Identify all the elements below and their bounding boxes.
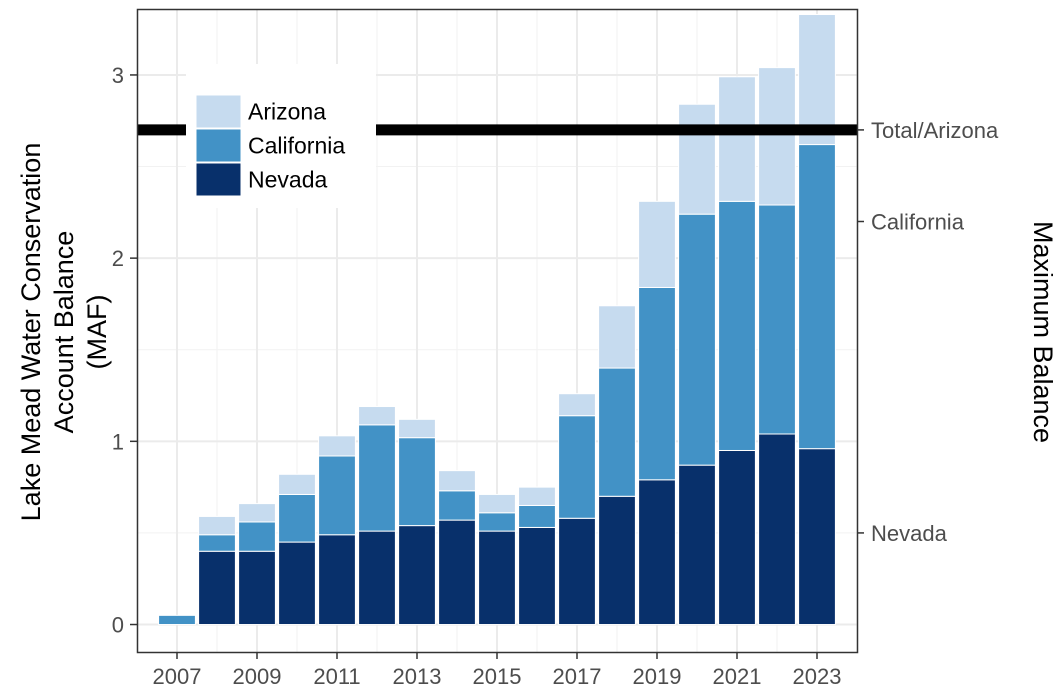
bar-arizona-2021 [718,76,756,202]
bar-california-2009 [238,521,276,552]
x-tick-label: 2009 [233,664,282,689]
bar-nevada-2013 [398,525,436,626]
y-tick-label: 1 [112,429,124,454]
bar-nevada-2012 [358,530,396,626]
bar-arizona-2012 [358,406,396,426]
bar-arizona-2014 [438,470,476,492]
legend-label-california: California [248,133,345,159]
bar-california-2016 [518,504,556,528]
legend-key-arizona [195,94,242,129]
bar-california-2008 [198,534,236,552]
y-axis: 0 1 2 3 [112,63,137,638]
bar-nevada-2018 [598,495,636,626]
bar-arizona-2016 [518,486,556,506]
bar-nevada-2017 [558,517,596,626]
bar-nevada-2011 [318,534,356,626]
x-axis: 2007 2009 2011 2013 2015 2017 2019 2021 2023 [153,652,842,689]
bar-arizona-2023 [798,13,836,146]
bar-nevada-2008 [198,550,236,626]
bar-nevada-2022 [758,433,796,626]
legend-key-california [195,128,242,163]
bar-nevada-2023 [798,448,836,626]
x-tick-label: 2007 [153,664,202,689]
bar-california-2019 [638,286,676,481]
x-tick-label: 2011 [313,664,360,689]
x-tick-label: 2017 [553,664,602,689]
bar-nevada-2020 [678,464,716,626]
bar-california-2007 [158,614,196,626]
bar-california-2021 [718,200,756,451]
bar-california-2023 [798,144,836,450]
legend-key-nevada [195,162,242,197]
y-tick-label: 3 [112,63,124,88]
secondary-y-axis: Total/Arizona California Nevada [857,118,999,546]
bar-california-2010 [278,493,316,543]
secondary-tick-label-california: California [871,210,965,235]
x-tick-label: 2019 [633,664,682,689]
bar-nevada-2014 [438,519,476,626]
bar-nevada-2010 [278,541,316,626]
bar-california-2014 [438,490,476,521]
bar-nevada-2019 [638,479,676,626]
bar-california-2012 [358,424,396,532]
bar-arizona-2022 [758,67,796,206]
y-axis-title-line: (MAF) [82,295,112,370]
bar-california-2022 [758,204,796,435]
bar-arizona-2008 [198,515,236,536]
bar-nevada-2021 [718,449,756,626]
x-tick-label: 2013 [393,664,442,689]
bars-layer [158,13,836,626]
secondary-y-axis-title: Maximum Balance [1028,221,1053,443]
bar-california-2011 [318,455,356,536]
bar-arizona-2011 [318,435,356,457]
bar-nevada-2016 [518,526,556,626]
bar-arizona-2017 [558,393,596,417]
y-axis-title-line: Lake Mead Water Conservation [16,143,46,522]
bar-california-2020 [678,213,716,466]
y-axis-title-line: Account Balance [49,231,79,434]
bar-nevada-2009 [238,550,276,626]
x-tick-label: 2015 [473,664,522,689]
x-tick-label: 2023 [793,664,842,689]
y-axis-title: Lake Mead Water Conservation Account Bala… [16,143,112,522]
bar-arizona-2009 [238,503,276,523]
x-tick-label: 2021 [713,664,762,689]
y-tick-label: 2 [112,246,124,271]
legend-label-nevada: Nevada [248,167,327,193]
bar-california-2013 [398,437,436,527]
bar-arizona-2010 [278,473,316,495]
bar-arizona-2020 [678,103,716,215]
bar-arizona-2015 [478,493,516,514]
bar-nevada-2015 [478,530,516,626]
bar-california-2018 [598,367,636,497]
legend-label-arizona: Arizona [248,99,326,125]
bar-arizona-2013 [398,418,436,439]
bar-california-2017 [558,415,596,519]
secondary-tick-label-nevada: Nevada [871,521,948,546]
bar-arizona-2018 [598,305,636,369]
legend: Arizona California Nevada [186,64,376,208]
secondary-tick-label-total-arizona: Total/Arizona [871,118,999,143]
bar-arizona-2019 [638,200,676,288]
bar-california-2015 [478,512,516,532]
y-tick-label: 0 [112,613,124,638]
